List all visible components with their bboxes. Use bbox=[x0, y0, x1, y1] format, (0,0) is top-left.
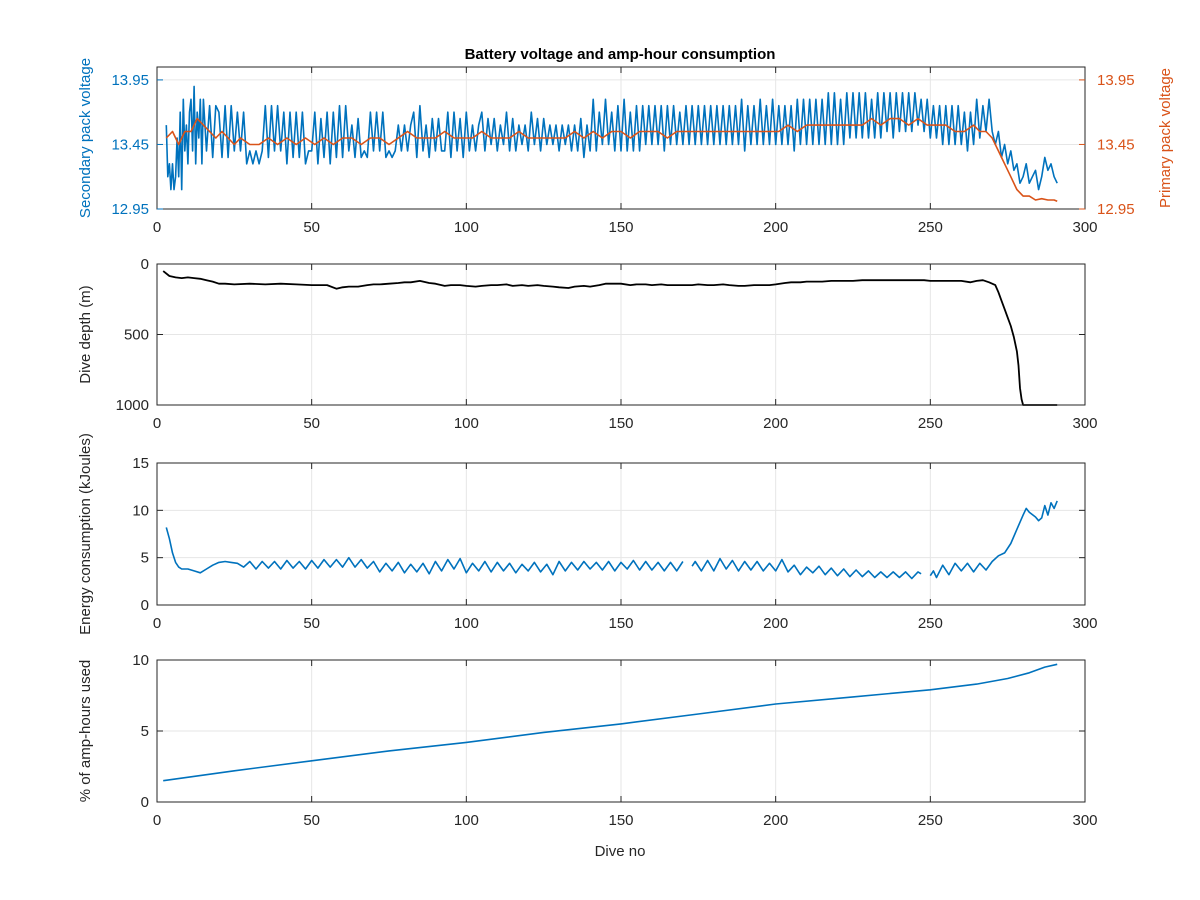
x-tick-label: 100 bbox=[454, 219, 479, 236]
x-tick-label: 200 bbox=[763, 615, 788, 632]
x-tick-label: 300 bbox=[1072, 615, 1097, 632]
y-axis-label-4: % of amp-hours used bbox=[77, 660, 94, 803]
y-tick-label: 0 bbox=[141, 597, 149, 614]
y-tick-label: 5 bbox=[141, 550, 149, 567]
y-tick-label: 12.95 bbox=[111, 201, 149, 218]
x-tick-label: 50 bbox=[303, 415, 320, 432]
axes-layer bbox=[156, 66, 1086, 803]
x-tick-label: 0 bbox=[153, 219, 161, 236]
y-tick-label: 15 bbox=[132, 455, 149, 472]
x-tick-label: 150 bbox=[608, 219, 633, 236]
x-tick-label: 100 bbox=[454, 615, 479, 632]
series-layer bbox=[162, 85, 1058, 782]
chart-title: Battery voltage and amp-hour consumption bbox=[465, 46, 776, 63]
y-axis-label-1: Secondary pack voltage bbox=[77, 58, 94, 218]
y-tick-label: 0 bbox=[141, 256, 149, 273]
x-tick-label: 50 bbox=[303, 219, 320, 236]
y-tick-label: 10 bbox=[132, 502, 149, 519]
x-tick-label: 100 bbox=[454, 812, 479, 829]
y-tick-label-right: 12.95 bbox=[1097, 201, 1135, 218]
series-line-3-1 bbox=[165, 527, 684, 576]
x-tick-label: 200 bbox=[763, 812, 788, 829]
y-tick-label: 13.95 bbox=[111, 72, 149, 89]
series-line-1-2 bbox=[165, 117, 1058, 203]
x-tick-label: 300 bbox=[1072, 812, 1097, 829]
series-line-2-1 bbox=[162, 270, 1058, 406]
y-tick-label: 10 bbox=[132, 652, 149, 669]
y-tick-label: 1000 bbox=[116, 397, 149, 414]
x-tick-label: 150 bbox=[608, 615, 633, 632]
x-tick-label: 300 bbox=[1072, 415, 1097, 432]
series-line-3-1 bbox=[691, 557, 922, 580]
y-tick-label: 500 bbox=[124, 327, 149, 344]
grid-layer bbox=[156, 67, 1086, 803]
y-axis-label-right: Primary pack voltage bbox=[1157, 68, 1174, 208]
x-tick-label: 300 bbox=[1072, 219, 1097, 236]
x-tick-label: 0 bbox=[153, 615, 161, 632]
x-tick-label: 150 bbox=[608, 812, 633, 829]
series-line-3-1 bbox=[929, 500, 1058, 579]
x-tick-label: 250 bbox=[918, 812, 943, 829]
y-tick-label: 13.45 bbox=[111, 136, 149, 153]
y-tick-label: 5 bbox=[141, 723, 149, 740]
x-tick-label: 50 bbox=[303, 615, 320, 632]
x-tick-label: 250 bbox=[918, 415, 943, 432]
y-axis-label-3: Energy consumption (kJoules) bbox=[77, 433, 94, 635]
x-tick-label: 200 bbox=[763, 415, 788, 432]
series-line-4-1 bbox=[163, 663, 1058, 782]
x-tick-label: 250 bbox=[918, 219, 943, 236]
y-axis-label-2: Dive depth (m) bbox=[77, 285, 94, 383]
x-tick-label: 150 bbox=[608, 415, 633, 432]
x-axis-label: Dive no bbox=[595, 843, 646, 860]
series-line-1-1 bbox=[165, 85, 1058, 191]
x-tick-label: 200 bbox=[763, 219, 788, 236]
y-tick-label: 0 bbox=[141, 794, 149, 811]
y-tick-label-right: 13.95 bbox=[1097, 72, 1135, 89]
text-layer: Battery voltage and amp-hour consumption… bbox=[77, 46, 1174, 860]
x-tick-label: 250 bbox=[918, 615, 943, 632]
y-tick-label-right: 13.45 bbox=[1097, 136, 1135, 153]
x-tick-label: 0 bbox=[153, 812, 161, 829]
x-tick-label: 50 bbox=[303, 812, 320, 829]
x-tick-label: 0 bbox=[153, 415, 161, 432]
x-tick-label: 100 bbox=[454, 415, 479, 432]
